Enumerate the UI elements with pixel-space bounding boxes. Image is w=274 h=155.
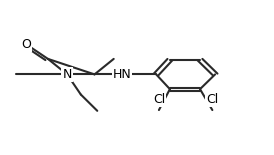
Text: N: N [62,68,72,81]
Text: Cl: Cl [153,93,165,106]
Text: O: O [21,38,31,51]
Text: HN: HN [113,68,131,81]
Text: Cl: Cl [206,93,218,106]
